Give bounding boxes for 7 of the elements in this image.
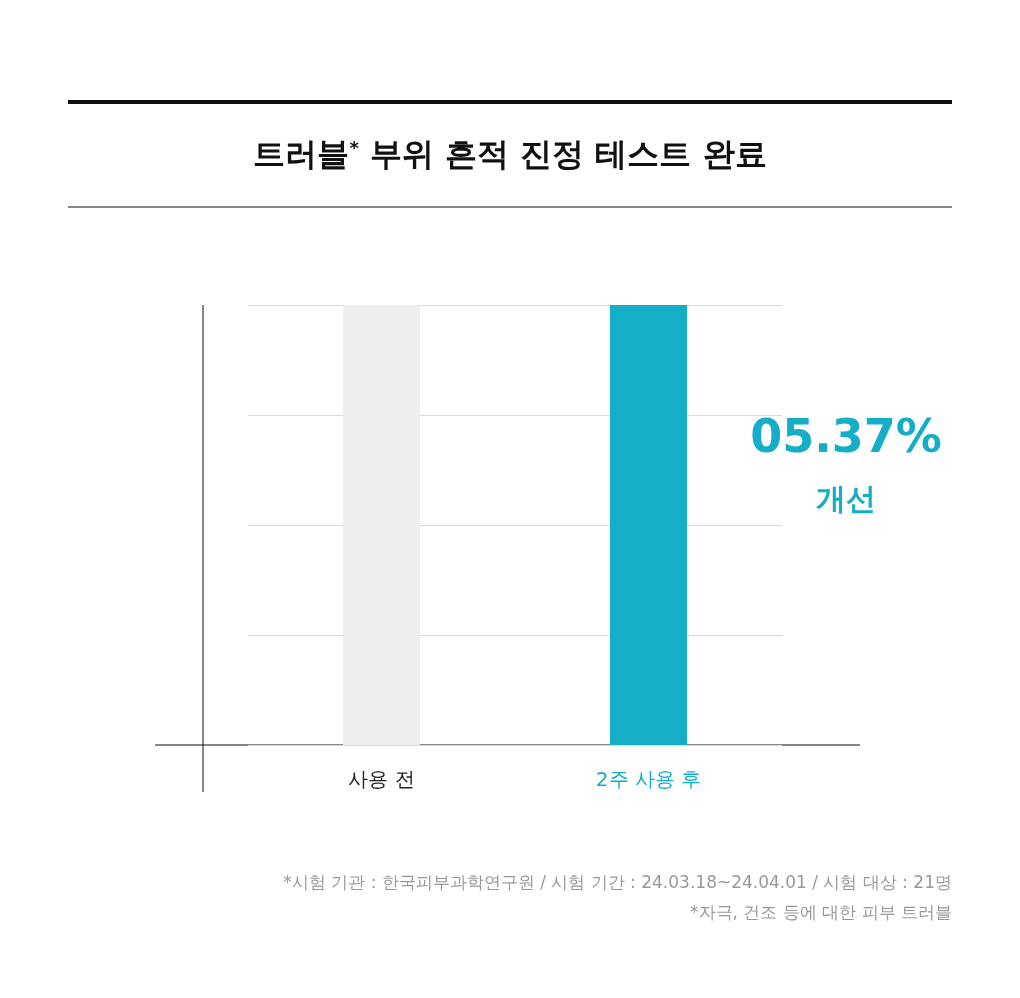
chart-title: 트러블* 부위 흔적 진정 테스트 완료 bbox=[253, 135, 767, 173]
text: 개선 bbox=[816, 480, 876, 516]
text: *자극, 건조 등에 대한 피부 트러블 bbox=[690, 902, 952, 922]
x-tick-label: 사용 전 bbox=[348, 767, 415, 791]
annotation: 05.37% bbox=[750, 409, 942, 463]
text: *시험 기관 : 한국피부과학연구원 / 시험 기간 : 24.03.18~24.04.01 / 시험 대상 : 21명 bbox=[283, 872, 952, 892]
x-tick-label: 2주 사용 후 bbox=[595, 767, 702, 791]
